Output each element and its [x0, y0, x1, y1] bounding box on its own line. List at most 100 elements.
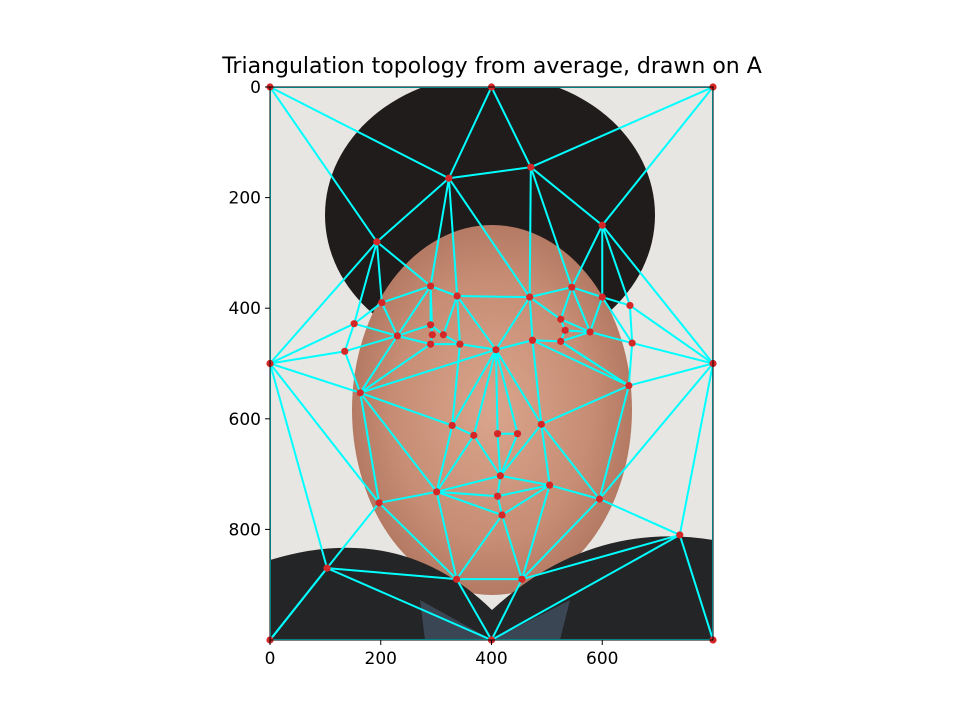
triangulation-edge: [376, 177, 450, 243]
triangulation-edge: [376, 241, 432, 287]
landmark-point: [453, 292, 461, 300]
triangulation-edge: [495, 349, 543, 425]
triangulation-edge: [455, 514, 503, 580]
landmark-point: [527, 163, 535, 171]
triangulation-edge: [375, 241, 383, 303]
landmark-point: [676, 531, 684, 539]
y-axis: 0 200 400 600 800: [229, 78, 270, 540]
triangulation-edge: [529, 286, 573, 299]
triangulation-edge: [270, 350, 345, 365]
x-tick-label: 600: [586, 649, 618, 669]
y-tick-label: 0: [250, 78, 261, 98]
triangulation-edge: [359, 348, 497, 394]
triangulation-edge: [270, 241, 378, 365]
landmark-point: [373, 238, 381, 246]
triangulation-edge: [499, 423, 543, 477]
triangulation-edge: [495, 296, 531, 351]
landmark-point: [375, 499, 383, 507]
triangulation-edge: [549, 484, 600, 500]
triangulation-edge: [359, 392, 438, 493]
landmark-point: [426, 340, 435, 348]
landmark-point: [448, 421, 456, 430]
triangulation-edge: [678, 363, 713, 536]
landmark-point: [439, 331, 447, 339]
triangulation-edge: [270, 362, 380, 504]
triangulation-edge: [343, 323, 356, 352]
triangulation-edge: [397, 323, 431, 337]
triangulation-edge: [521, 498, 601, 580]
triangulation-edge: [500, 474, 550, 487]
y-tick-label: 800: [229, 520, 261, 540]
triangulation-edge: [326, 567, 492, 640]
triangulation-edge: [601, 224, 713, 365]
landmark-point: [518, 575, 526, 583]
triangulation-edge: [494, 349, 499, 434]
triangulation-edge: [353, 301, 383, 325]
triangulation-edge: [451, 349, 497, 426]
triangulation-edge: [631, 342, 713, 365]
triangulation-edge: [343, 350, 362, 394]
triangulation-edge: [532, 339, 630, 387]
triangulation-edge: [599, 498, 681, 536]
photo-jacket: [270, 536, 713, 640]
triangulation-edge: [435, 425, 454, 493]
triangulation-edge: [532, 339, 561, 343]
triangulation-edge: [378, 490, 437, 504]
landmark-point: [625, 382, 633, 390]
triangulation-edge: [442, 295, 459, 336]
triangulation-edge: [435, 434, 475, 493]
landmark-point: [537, 420, 545, 428]
photo-collar: [420, 600, 570, 640]
triangulation-edge: [326, 567, 457, 581]
triangulation-edge: [353, 322, 398, 337]
landmark-point: [557, 337, 565, 345]
chart-title: Triangulation topology from average, dra…: [221, 54, 762, 79]
landmark-point: [496, 472, 504, 480]
triangulation-edge: [559, 286, 573, 320]
landmark-point: [453, 575, 461, 583]
triangulation-edge: [495, 339, 533, 351]
landmark-point: [350, 320, 358, 328]
triangulation-edge: [529, 166, 573, 288]
triangulation-edge: [472, 434, 502, 477]
triangulation-edge: [429, 178, 450, 287]
triangulation-edge: [326, 502, 380, 569]
triangulation-edge: [501, 514, 523, 580]
landmark-point: [323, 564, 331, 572]
triangulation-edge: [601, 296, 633, 344]
triangulation-edge: [598, 385, 630, 500]
triangulation-edge: [570, 224, 604, 288]
triangulation-edge: [270, 87, 378, 243]
triangulation-edge: [455, 578, 493, 640]
landmark-point: [445, 174, 453, 182]
triangulation-edge: [448, 166, 531, 180]
triangulation-edge: [528, 297, 534, 341]
triangulation-edges: [270, 87, 713, 640]
landmark-point: [586, 328, 594, 336]
triangulation-edge: [359, 335, 399, 394]
triangulation-edge: [456, 295, 497, 351]
landmark-point: [492, 346, 500, 354]
y-tick-label: 600: [229, 410, 261, 430]
landmark-point: [493, 430, 502, 438]
triangulation-edge: [270, 363, 328, 569]
triangulation-edge: [628, 305, 634, 344]
triangulation-edge: [456, 295, 461, 345]
triangulation-edge: [497, 484, 550, 498]
triangulation-edge: [435, 491, 458, 580]
triangulation-edge: [436, 490, 498, 498]
triangulation-edge: [491, 534, 681, 640]
triangulation-edge: [270, 567, 328, 640]
landmark-point: [546, 481, 554, 489]
triangulation-edge: [494, 349, 519, 434]
landmark-point: [493, 492, 502, 500]
triangulation-edge: [601, 296, 631, 307]
triangulation-edge: [436, 474, 501, 493]
triangulation-edge: [560, 331, 591, 343]
x-tick-label: 200: [365, 649, 397, 669]
triangulation-edge: [436, 490, 503, 516]
triangulation-edge: [570, 286, 591, 333]
landmark-point: [557, 315, 565, 323]
triangulation-edge: [540, 424, 551, 486]
triangulation-edge: [448, 177, 531, 298]
